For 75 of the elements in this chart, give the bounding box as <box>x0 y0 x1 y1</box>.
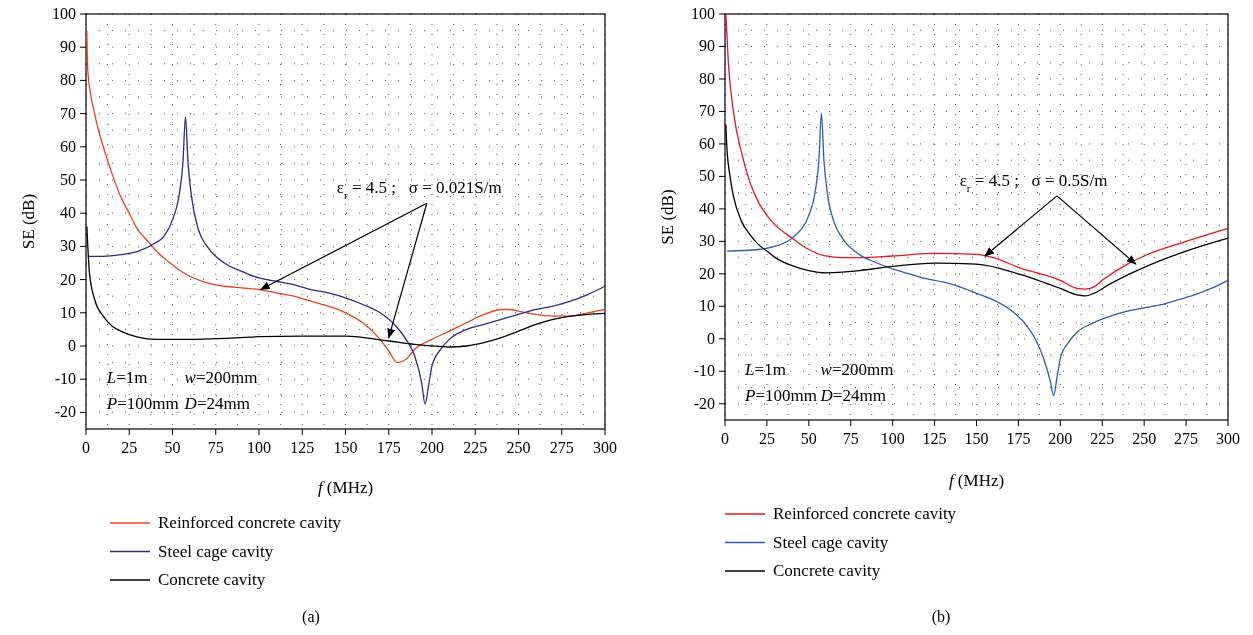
y-tick-label: 100 <box>52 5 76 22</box>
x-tick-label: 250 <box>506 439 531 456</box>
x-tick-label: 275 <box>549 439 574 456</box>
y-tick-label: 80 <box>699 69 715 87</box>
y-tick-label: -10 <box>54 370 76 388</box>
x-tick-label: 75 <box>207 439 224 456</box>
y-axis-title: SE (dB) <box>658 189 677 245</box>
x-tick-label: 300 <box>593 439 617 456</box>
legend-label: Reinforced concrete cavity <box>773 504 957 523</box>
annotation: L=1m <box>744 359 786 379</box>
y-tick-label: 90 <box>699 37 715 55</box>
annotation: D=24mm <box>183 394 250 414</box>
x-tick-label: 250 <box>1132 430 1157 447</box>
y-tick-label: 0 <box>707 329 715 347</box>
y-tick-label: 10 <box>699 297 715 315</box>
y-tick-label: 20 <box>60 270 76 288</box>
y-tick-label: -20 <box>693 394 715 412</box>
annotation: w=200mm <box>820 359 894 379</box>
x-tick-label: 200 <box>1048 430 1073 447</box>
x-tick-label: 0 <box>82 439 90 456</box>
x-axis-title: f (MHz) <box>948 471 1005 490</box>
x-tick-label: 300 <box>1216 430 1240 447</box>
annotation: L=1m <box>105 367 148 387</box>
y-tick-label: -20 <box>54 403 76 421</box>
x-tick-label: 25 <box>758 430 775 447</box>
y-tick-label: 20 <box>699 264 715 282</box>
y-tick-label: 70 <box>60 104 76 122</box>
y-tick-label: 60 <box>699 134 715 152</box>
annotation: P=100mm <box>105 394 179 414</box>
y-tick-label: 80 <box>60 71 76 89</box>
x-tick-label: 75 <box>842 430 859 447</box>
line-series <box>86 29 606 364</box>
x-tick-label: 225 <box>1090 430 1115 447</box>
x-tick-label: 50 <box>164 439 181 456</box>
legend-label: Concrete cavity <box>158 570 266 589</box>
y-tick-label: 60 <box>60 137 76 155</box>
x-tick-label: 125 <box>922 430 947 447</box>
y-tick-label: 40 <box>699 199 715 217</box>
x-tick-label: 150 <box>964 430 989 447</box>
y-tick-label: 10 <box>60 303 76 321</box>
annotation: P=100mm <box>744 385 818 405</box>
x-tick-label: 275 <box>1174 430 1199 447</box>
annotation: w=200mm <box>184 367 258 387</box>
x-tick-label: 100 <box>247 439 271 456</box>
x-tick-label: 25 <box>121 439 138 456</box>
x-tick-label: 150 <box>333 439 358 456</box>
annotation: ε$_{r}$ = 4.5 ; σ = 0.5S/m <box>959 171 1108 195</box>
y-tick-label: 40 <box>60 204 76 222</box>
y-tick-label: 70 <box>699 102 715 120</box>
y-tick-label: 30 <box>60 237 76 255</box>
legend-label: Reinforced concrete cavity <box>158 513 342 532</box>
x-tick-label: 175 <box>376 439 401 456</box>
y-tick-label: 50 <box>699 167 715 185</box>
y-tick-label: 30 <box>699 232 715 250</box>
annotation: ε$_{r}$ = 4.5 ; σ = 0.021S/m <box>336 178 502 202</box>
legend-label: Steel cage cavity <box>158 541 274 561</box>
x-tick-label: 125 <box>290 439 315 456</box>
y-axis-title: SE (dB) <box>19 193 38 250</box>
x-tick-label: 100 <box>880 430 905 447</box>
legend-label: Concrete cavity <box>773 561 881 580</box>
y-tick-label: 90 <box>60 38 76 56</box>
x-tick-label: 225 <box>463 439 488 456</box>
x-tick-label: 50 <box>800 430 817 447</box>
legend-label: Steel cage cavity <box>773 532 889 552</box>
text: (b) <box>931 608 951 626</box>
y-tick-label: 100 <box>691 5 715 22</box>
annotation: D=24mm <box>819 385 886 405</box>
x-axis-title: f (MHz) <box>317 478 374 497</box>
x-tick-label: 200 <box>420 439 444 456</box>
y-tick-label: 50 <box>60 171 76 188</box>
y-tick-label: 0 <box>68 337 76 354</box>
y-tick-label: -10 <box>693 362 715 380</box>
x-tick-label: 175 <box>1006 430 1031 447</box>
text: (a) <box>302 608 320 626</box>
x-tick-label: 0 <box>721 430 729 447</box>
